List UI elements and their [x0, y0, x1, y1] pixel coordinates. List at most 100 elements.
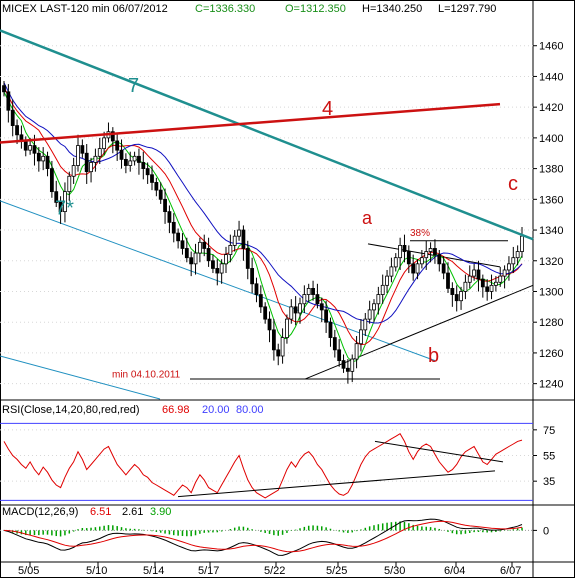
candle-body — [158, 189, 163, 200]
rsi-line — [3, 433, 523, 499]
price-tick-label: 1320 — [539, 256, 563, 268]
candle-body — [424, 251, 429, 259]
candle-body — [254, 283, 259, 295]
candle-body — [224, 254, 228, 265]
price-tick-label: 1400 — [539, 133, 563, 145]
candle-body — [197, 241, 202, 254]
candle-body — [476, 269, 481, 280]
candle-body — [359, 329, 363, 345]
time-tick-label: 6/04 — [444, 565, 465, 577]
candle-body — [89, 162, 93, 173]
candle-body — [241, 229, 246, 249]
candle-body — [511, 257, 516, 265]
candle-body — [437, 254, 442, 265]
candle-body — [154, 182, 159, 191]
candle-body — [193, 252, 198, 265]
candle-body — [219, 263, 224, 274]
candle-body — [245, 248, 250, 269]
candle-body — [189, 257, 194, 265]
candle-body — [315, 294, 320, 305]
chart-annotation: 7 — [128, 75, 139, 97]
candle-body — [176, 232, 181, 242]
time-tick-label: 5/10 — [86, 565, 107, 577]
ma-mid-line — [3, 86, 523, 346]
candle-body — [250, 268, 255, 285]
candle-body — [276, 349, 281, 357]
candle-body — [393, 257, 398, 268]
rsi-trendline — [177, 470, 496, 498]
candle-body — [263, 306, 268, 320]
macd-signal-value: 2.61 — [122, 506, 143, 518]
candle-body — [258, 294, 263, 308]
price-tick-label: 1360 — [539, 194, 563, 206]
rsi-value: 66.98 — [162, 404, 190, 416]
candle-body — [184, 248, 189, 259]
candle-body — [337, 349, 342, 361]
candle-body — [459, 291, 463, 302]
candle-body — [28, 145, 33, 151]
price-tick-label: 1420 — [539, 102, 563, 114]
chart-annotation: c — [508, 173, 518, 195]
candle-body — [415, 263, 420, 274]
macd-title: MACD(12,26,9) — [2, 506, 78, 518]
candle-body — [411, 263, 416, 274]
candle-body — [171, 221, 176, 234]
candle-body — [302, 294, 307, 305]
price-tick-label: 1380 — [539, 164, 563, 176]
candle-body — [489, 284, 494, 292]
candle-body — [454, 294, 459, 302]
candle-body — [267, 318, 272, 331]
candle-body — [163, 198, 167, 213]
candle-body — [97, 148, 102, 157]
candle-body — [463, 281, 468, 292]
channel-line-lower — [0, 355, 161, 400]
time-tick-label: 5/30 — [384, 565, 405, 577]
chart-annotation: 38% — [410, 228, 430, 239]
trendline-4 — [0, 102, 501, 144]
header-low: L=1297.790 — [438, 3, 496, 15]
candle-body — [123, 158, 128, 166]
rsi-tick-label: 35 — [543, 476, 555, 488]
price-tick-label: 1460 — [539, 41, 563, 53]
candle-body — [328, 321, 333, 338]
candle-body — [502, 269, 507, 277]
candle-body — [306, 288, 311, 295]
macd-line — [3, 518, 523, 556]
chart-annotation: 7* — [55, 198, 74, 220]
candle-body — [119, 149, 124, 160]
candle-body — [350, 358, 355, 372]
candle-body — [63, 191, 67, 213]
candle-body — [137, 155, 141, 163]
candle-body — [341, 360, 346, 369]
candle-body — [280, 337, 285, 357]
header-high: H=1340.250 — [362, 3, 422, 15]
time-tick-label: 5/05 — [18, 565, 39, 577]
price-tick-label: 1280 — [539, 317, 563, 329]
header-close: C=1336.330 — [195, 3, 255, 15]
candle-body — [141, 162, 146, 169]
candle-body — [45, 155, 50, 169]
time-tick-label: 5/22 — [264, 565, 285, 577]
candle-body — [10, 109, 15, 126]
candle-body — [319, 303, 324, 311]
macd-value: 6.51 — [90, 506, 111, 518]
candle-body — [467, 275, 472, 283]
rsi-high: 80.00 — [236, 404, 264, 416]
candle-body — [311, 288, 315, 295]
price-tick-label: 1260 — [539, 348, 563, 360]
candle-body — [80, 145, 85, 154]
candle-body — [433, 248, 437, 256]
rsi-tick-label: 75 — [543, 425, 555, 437]
price-tick-label: 1300 — [539, 286, 563, 298]
candle-body — [215, 268, 220, 274]
time-tick-label: 5/17 — [198, 565, 219, 577]
time-tick-label: 5/14 — [143, 565, 164, 577]
candle-body — [115, 140, 120, 151]
candle-body — [441, 263, 446, 274]
candle-body — [345, 367, 350, 372]
candle-body — [71, 165, 76, 177]
ma-slow-line — [3, 82, 523, 324]
ma-fast-line — [3, 91, 523, 363]
candle-body — [128, 160, 133, 166]
